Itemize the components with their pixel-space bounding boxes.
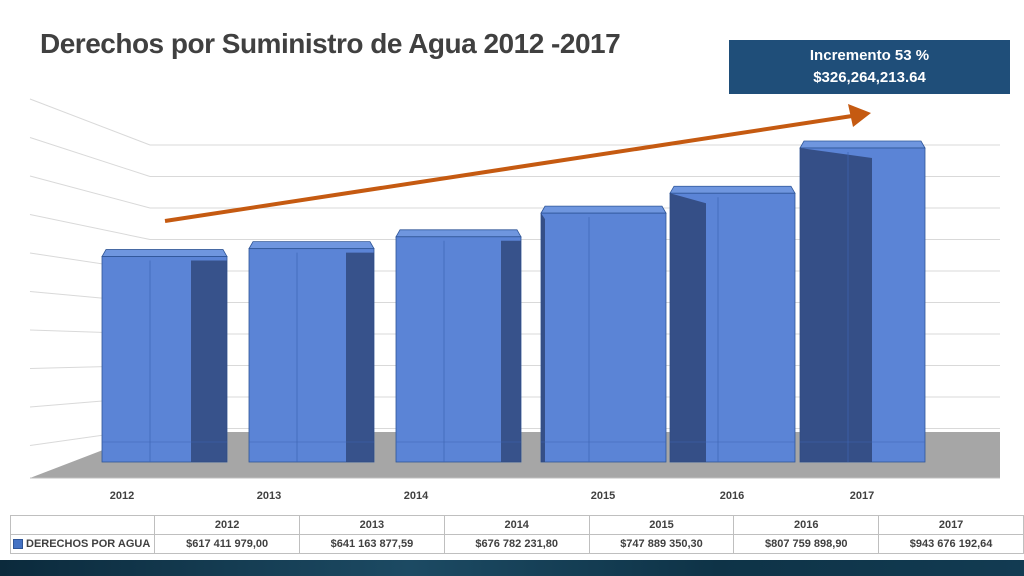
bar-top [395,229,522,238]
bar-side [541,213,545,462]
data-table-corner [9,515,156,535]
bar [540,212,667,463]
callout-percent: Incremento 53 % [809,47,930,64]
bar [395,236,522,463]
data-table-value: $943 676 192,64 [878,534,1024,554]
x-tick-label: 2015 [591,490,615,502]
data-table-value: $617 411 979,00 [154,534,301,554]
series-label-text: DERECHOS POR AGUA [26,538,151,550]
data-table-value: $807 759 898,90 [733,534,880,554]
data-table: 2012 2013 2014 2015 2016 2017 DERECHOS P… [9,515,1024,554]
gridline-left [29,175,151,209]
data-table-header: 2012 [154,515,301,535]
x-tick-label: 2014 [404,490,429,502]
trend-arrow-head-icon [848,104,871,127]
gridline-left [29,98,151,146]
data-table-header: 2015 [588,515,735,535]
trend-arrow-line [164,114,853,223]
bar-side [800,148,872,462]
data-table-header: 2017 [878,515,1024,535]
x-tick-label: 2013 [257,490,281,502]
data-table-series-label: DERECHOS POR AGUA [9,534,156,554]
bar-side [346,252,374,462]
x-tick-label: 2016 [720,490,744,502]
x-tick-label: 2012 [110,490,134,502]
bar-chart: 2012 2013 2014 2015 2016 2017 [29,98,1000,502]
bar-side [501,240,521,462]
gridline-left [29,137,151,177]
bar-top [669,185,796,194]
bar-top [248,241,375,250]
bar-top [799,140,926,149]
data-table-header: 2013 [299,515,445,535]
data-table-value: $641 163 877,59 [299,534,445,554]
data-table-header: 2016 [733,515,880,535]
increase-callout: Incremento 53 % $326,264,213.64 [729,40,1010,94]
x-tick-label: 2017 [850,490,874,502]
data-table-header: 2014 [443,515,590,535]
legend-swatch-icon [13,539,23,550]
callout-amount: $326,264,213.64 [813,69,926,86]
data-table-value: $747 889 350,30 [588,534,735,554]
data-table-value: $676 782 231,80 [443,534,590,554]
bar-side [191,260,227,462]
bar-top [101,249,228,257]
decorative-footer-band [0,560,1024,576]
data-table-header-row: 2012 2013 2014 2015 2016 2017 [9,515,1024,535]
bar-top [540,205,667,214]
chart-title: Derechos por Suministro de Agua 2012 -20… [40,28,621,59]
gridline-left [29,214,151,240]
bar-side [670,193,706,462]
data-table-value-row: DERECHOS POR AGUA $617 411 979,00 $641 1… [9,534,1024,554]
